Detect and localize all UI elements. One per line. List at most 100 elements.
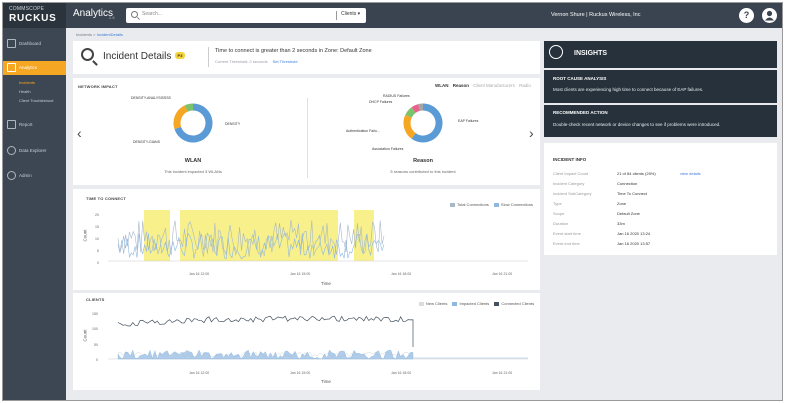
view-details-link[interactable]: view details [680,171,701,176]
donut-label: Authentication Failu... [346,129,380,133]
legend-label[interactable]: Total Connections [457,202,489,207]
legend-swatch [493,202,499,207]
donut-label: DENSITY-GIANS [133,140,160,144]
sidebar-item-dashboard[interactable]: Dashboard [3,37,66,51]
x-tick: Jan 16 12:00 [189,272,210,276]
x-tick: Jan 16 15:00 [290,272,311,276]
y-tick: 20 [95,213,99,217]
user-account-label[interactable]: Vernon Shure | Ruckus Wireless, Inc [551,12,641,18]
incident-header-card: Incident Details P3 Time to connect is g… [73,41,540,74]
info-row: Event start time Jan 16 2020 13:24 [553,231,768,239]
info-row: Scope Default Zone [553,211,768,219]
carousel-prev-icon[interactable]: ‹ [77,125,82,141]
wlan-donut-chart[interactable] [78,92,308,158]
top-bar: COMMSCOPE RUCKUS Analytics 2.6 Search...… [3,3,782,28]
x-tick: Jan 16 18:00 [391,371,412,375]
incident-highlight-band [354,210,374,261]
current-threshold: Current Threshold: 2 seconds [215,59,268,64]
ttc-legend: Total Connections Slow Connections [450,202,533,207]
donut-label: Association Failures [372,147,404,151]
info-value: Zone [617,201,627,206]
clients-card: CLIENTS New Clients Impacted Clients Con… [73,293,540,390]
brand-line1: COMMSCOPE [9,6,45,12]
legend-swatch [419,301,424,306]
tab-radio[interactable]: Radio [519,83,531,88]
donut-divider [307,98,308,178]
network-impact-tabs: WLAN Reason Client Manufacturers Radio [435,83,534,88]
info-value: 33m [617,221,625,226]
user-avatar-icon[interactable] [762,8,777,23]
incident-threshold-line: Current Threshold: 2 seconds Set Threshol… [215,59,297,64]
sidebar-item-report[interactable]: Report [3,118,66,132]
legend-label[interactable]: New Clients [426,301,448,306]
y-tick: 50 [94,343,98,347]
donut-slice [184,103,194,112]
ttc-x-axis-label: Time [321,281,331,286]
app-version: 2.6 [109,15,115,20]
connected-clients-line [117,315,414,347]
sidebar-subitem-health[interactable]: Health [19,89,31,94]
help-icon[interactable]: ? [739,8,754,23]
breadcrumb-current: IncidentDetails [96,32,123,37]
info-value: Default Zone [617,211,640,216]
time-to-connect-title: TIME TO CONNECT [86,196,127,201]
donut-label: EAP Failures [458,119,479,123]
info-key: Event start time [553,231,581,236]
legend-swatch [450,202,455,207]
sidebar-item-label: Admin [19,173,32,178]
info-row: Incident SubCategory Time To Connect [553,191,768,199]
time-to-connect-chart[interactable] [108,209,528,265]
info-key: Scope [553,211,565,216]
x-tick: Jan 16 18:00 [391,272,412,276]
reason-donut-chart[interactable] [308,92,538,158]
search-placeholder: Search... [142,11,163,17]
legend-label[interactable]: Slow Connections [500,202,533,207]
sidebar: Dashboard Analytics Incidents Health Cli… [3,28,66,400]
sidebar-subitem-client-troubleshoot[interactable]: Client Troubleshoot [19,98,54,103]
clients-chart[interactable] [108,307,528,363]
recommended-action-panel: RECOMMENDED ACTION Double-check recent n… [544,105,777,137]
donut-label: RADIUS Failures [383,94,410,98]
info-value: Connection [617,181,638,186]
info-key: Duration [553,221,569,226]
recommended-action-title: RECOMMENDED ACTION [553,110,608,115]
sidebar-item-analytics[interactable]: Analytics [3,61,66,75]
root-cause-panel: ROOT CAUSE ANALYSIS Most clients are exp… [544,70,777,103]
sidebar-item-label: Analytics [19,65,38,70]
set-threshold-link[interactable]: Set Threshold [272,59,298,64]
info-key: Client Impact Count [553,171,589,176]
clients-title: CLIENTS [86,297,105,302]
wlan-donut-panel: DENSITY-ANALYSISSSS DENSITY DENSITY-GIAN… [78,92,308,182]
sidebar-item-data-explorer[interactable]: Data Explorer [3,144,66,158]
sidebar-item-label: Report [19,122,33,127]
brand-logo[interactable]: COMMSCOPE RUCKUS [3,3,66,28]
sidebar-item-admin[interactable]: Admin [3,169,66,183]
clients-y-axis-label: Count [82,329,88,342]
legend-label[interactable]: Connected Clients [501,301,535,306]
incident-info-panel: INCIDENT INFO Client Impact Count 21 of … [544,143,777,255]
incident-info-title: INCIDENT INFO [553,157,587,162]
donut-label: DENSITY [225,122,241,126]
search-scope-dropdown[interactable]: Clients ▾ [341,11,361,17]
insights-header: INSIGHTS [544,41,777,68]
tab-client-manufacturers[interactable]: Client Manufacturers [473,83,515,88]
analytics-icon [7,63,16,72]
carousel-next-icon[interactable]: › [529,125,534,141]
y-tick: 5 [97,249,99,253]
breadcrumb-parent[interactable]: Incidents [76,32,93,37]
reason-donut-note: 5 reasons contributed to this incident [390,169,456,174]
ttc-y-axis-label: Count [82,229,88,242]
time-to-connect-card: TIME TO CONNECT Total Connections Slow C… [73,189,540,290]
breadcrumb-separator: > [93,32,96,37]
donut-label: DHCP Failures [369,100,393,104]
insights-title: INSIGHTS [574,50,608,57]
sidebar-item-label: Data Explorer [19,148,47,153]
legend-label[interactable]: Impacted Clients [459,301,490,306]
tab-wlan[interactable]: WLAN [435,83,449,88]
info-value: Time To Connect [617,191,648,196]
sidebar-subitem-incidents[interactable]: Incidents [19,80,36,85]
tab-reason[interactable]: Reason [452,83,470,88]
search-input[interactable]: Search... Clients ▾ [126,8,366,23]
clients-legend: New Clients Impacted Clients Connected C… [419,301,534,306]
